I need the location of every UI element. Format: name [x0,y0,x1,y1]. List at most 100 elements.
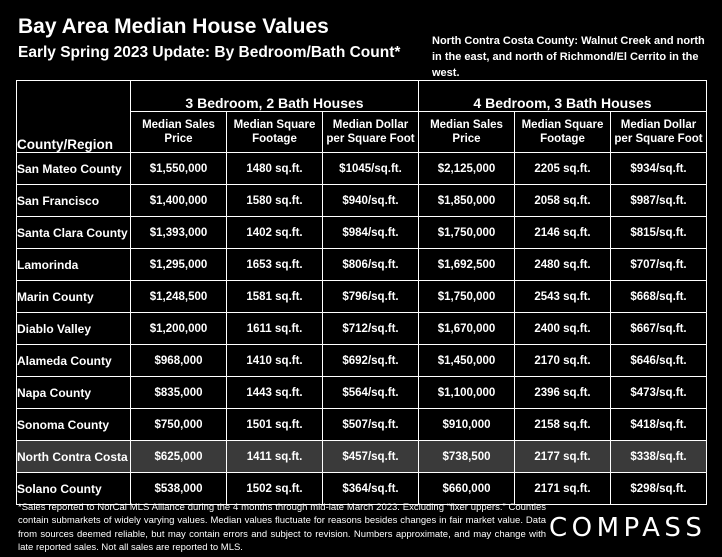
region-name: Alameda County [16,344,131,377]
house-values-table: County/Region 3 Bedroom, 2 Bath Houses 4… [16,80,707,505]
table-cell: 2146 sq.ft. [514,216,611,249]
table-cell: 1443 sq.ft. [226,376,323,409]
table-cell: $625,000 [130,440,227,473]
table-cell: $940/sq.ft. [322,184,419,217]
table-cell: 1402 sq.ft. [226,216,323,249]
table-row: San Mateo County $1,550,000 1480 sq.ft. $10… [16,152,707,185]
table-row: Santa Clara County $1,393,000 1402 sq.ft. $… [16,216,707,249]
table-cell: $1,750,000 [418,216,515,249]
region-name: Diablo Valley [16,312,131,345]
region-name: Napa County [16,376,131,409]
table-cell: 1480 sq.ft. [226,152,323,185]
table-cell: 2400 sq.ft. [514,312,611,345]
table-cell: $457/sq.ft. [322,440,419,473]
table-cell: $338/sq.ft. [610,440,707,473]
table-cell: $1,750,000 [418,280,515,313]
table-cell: $660,000 [418,472,515,505]
table-cell: $1,295,000 [130,248,227,281]
region-name: San Francisco [16,184,131,217]
table-row: North Contra Costa $625,000 1411 sq.ft. $45… [16,440,707,473]
table-cell: 2543 sq.ft. [514,280,611,313]
table-cell: 2058 sq.ft. [514,184,611,217]
table-cell: $1,393,000 [130,216,227,249]
table-cell: 1611 sq.ft. [226,312,323,345]
region-name: Solano County [16,472,131,505]
footnote: *Sales reported to NorCal MLS Alliance d… [18,502,546,554]
region-name: Santa Clara County [16,216,131,249]
table-row: Sonoma County $750,000 1501 sq.ft. $507/sq.… [16,408,707,441]
table-cell: $738,500 [418,440,515,473]
table-row: Solano County $538,000 1502 sq.ft. $364/sq.… [16,472,707,505]
table-cell: $1,850,000 [418,184,515,217]
table-cell: $1,550,000 [130,152,227,185]
region-name: San Mateo County [16,152,131,185]
table-row: Diablo Valley $1,200,000 1611 sq.ft. $712/s… [16,312,707,345]
table-cell: 2205 sq.ft. [514,152,611,185]
table-cell: $1,100,000 [418,376,515,409]
table-cell: 1653 sq.ft. [226,248,323,281]
table-cell: $1,692,500 [418,248,515,281]
column-header: Median Dollar per Square Foot [610,111,707,153]
table-cell: 1410 sq.ft. [226,344,323,377]
table-cell: $692/sq.ft. [322,344,419,377]
table-cell: 2177 sq.ft. [514,440,611,473]
table-cell: $668/sq.ft. [610,280,707,313]
table-cell: $646/sq.ft. [610,344,707,377]
table-cell: 1580 sq.ft. [226,184,323,217]
table-cell: $564/sq.ft. [322,376,419,409]
compass-logo: COMPASS [549,513,707,543]
table-cell: $507/sq.ft. [322,408,419,441]
column-header: Median Sales Price [418,111,515,153]
table-cell: $298/sq.ft. [610,472,707,505]
table-cell: $750,000 [130,408,227,441]
column-header: Median Square Footage [514,111,611,153]
column-header-region: County/Region [16,80,131,153]
table-cell: 2480 sq.ft. [514,248,611,281]
page-title: Bay Area Median House Values [18,15,329,38]
column-header: Median Square Footage [226,111,323,153]
table-cell: $1,200,000 [130,312,227,345]
group-header-3br: 3 Bedroom, 2 Bath Houses [130,80,419,112]
table-cell: $910,000 [418,408,515,441]
table-cell: 2396 sq.ft. [514,376,611,409]
table-cell: $815/sq.ft. [610,216,707,249]
table-cell: $1,670,000 [418,312,515,345]
table-cell: 1501 sq.ft. [226,408,323,441]
table-cell: $1045/sq.ft. [322,152,419,185]
table-row: Lamorinda $1,295,000 1653 sq.ft. $806/sq.ft… [16,248,707,281]
table-cell: $835,000 [130,376,227,409]
table-cell: $1,450,000 [418,344,515,377]
region-name: Lamorinda [16,248,131,281]
region-name: Marin County [16,280,131,313]
table-cell: $364/sq.ft. [322,472,419,505]
table-cell: $712/sq.ft. [322,312,419,345]
table-cell: 2170 sq.ft. [514,344,611,377]
table-cell: $987/sq.ft. [610,184,707,217]
table-cell: $707/sq.ft. [610,248,707,281]
table-cell: $2,125,000 [418,152,515,185]
table-cell: $968,000 [130,344,227,377]
table-cell: $984/sq.ft. [322,216,419,249]
table-cell: $667/sq.ft. [610,312,707,345]
table-cell: $1,248,500 [130,280,227,313]
page-subtitle: Early Spring 2023 Update: By Bedroom/Bat… [18,44,401,61]
table-row: Napa County $835,000 1443 sq.ft. $564/sq.ft… [16,376,707,409]
table-cell: 2171 sq.ft. [514,472,611,505]
group-header-4br: 4 Bedroom, 3 Bath Houses [418,80,707,112]
table-row: Marin County $1,248,500 1581 sq.ft. $796/sq… [16,280,707,313]
table-cell: $796/sq.ft. [322,280,419,313]
table-cell: $418/sq.ft. [610,408,707,441]
region-note: North Contra Costa County: Walnut Creek … [432,35,705,79]
region-name: North Contra Costa [16,440,131,473]
table-cell: 1581 sq.ft. [226,280,323,313]
table-row: San Francisco $1,400,000 1580 sq.ft. $940/s… [16,184,707,217]
table-cell: $538,000 [130,472,227,505]
column-header: Median Sales Price [130,111,227,153]
table-body: San Mateo County $1,550,000 1480 sq.ft. $10… [16,152,707,505]
column-header: Median Dollar per Square Foot [322,111,419,153]
table-cell: 2158 sq.ft. [514,408,611,441]
region-name: Sonoma County [16,408,131,441]
table-row: Alameda County $968,000 1410 sq.ft. $692/sq… [16,344,707,377]
table-cell: 1411 sq.ft. [226,440,323,473]
table-cell: $934/sq.ft. [610,152,707,185]
